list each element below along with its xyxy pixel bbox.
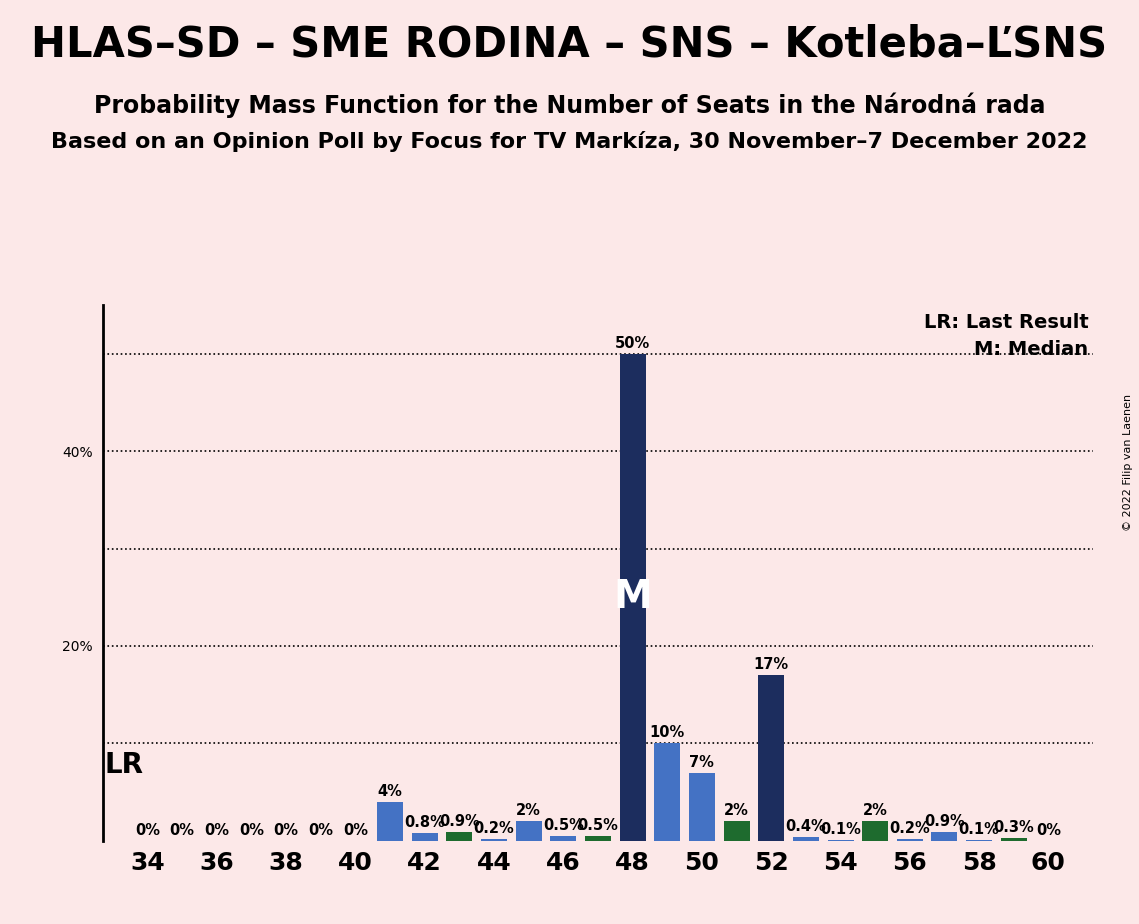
Bar xyxy=(862,821,888,841)
Text: 0.2%: 0.2% xyxy=(474,821,515,836)
Bar xyxy=(411,833,437,841)
Bar xyxy=(966,840,992,841)
Bar xyxy=(932,833,958,841)
Bar xyxy=(620,354,646,841)
Text: 0%: 0% xyxy=(239,823,264,838)
Text: 50%: 50% xyxy=(615,335,650,351)
Text: 0.9%: 0.9% xyxy=(924,814,965,829)
Text: 0%: 0% xyxy=(273,823,298,838)
Bar xyxy=(654,744,680,841)
Bar xyxy=(896,839,923,841)
Bar xyxy=(723,821,749,841)
Text: 0.1%: 0.1% xyxy=(959,822,1000,837)
Text: 17%: 17% xyxy=(754,657,789,673)
Bar xyxy=(828,840,853,841)
Text: 0.8%: 0.8% xyxy=(404,815,445,830)
Text: Based on an Opinion Poll by Focus for TV Markíza, 30 November–7 December 2022: Based on an Opinion Poll by Focus for TV… xyxy=(51,131,1088,152)
Text: 0.5%: 0.5% xyxy=(577,818,618,833)
Bar xyxy=(481,839,507,841)
Text: 0.3%: 0.3% xyxy=(993,820,1034,835)
Text: Probability Mass Function for the Number of Seats in the Národná rada: Probability Mass Function for the Number… xyxy=(93,92,1046,118)
Bar xyxy=(585,836,611,841)
Text: 0.4%: 0.4% xyxy=(786,819,826,834)
Text: 0%: 0% xyxy=(170,823,195,838)
Bar xyxy=(550,836,576,841)
Text: 2%: 2% xyxy=(724,804,749,819)
Text: 0%: 0% xyxy=(1035,823,1060,838)
Bar xyxy=(446,833,473,841)
Text: 0.5%: 0.5% xyxy=(543,818,584,833)
Text: 0.9%: 0.9% xyxy=(439,814,480,829)
Text: 0.1%: 0.1% xyxy=(820,822,861,837)
Bar xyxy=(516,821,542,841)
Text: 2%: 2% xyxy=(516,804,541,819)
Text: 0.2%: 0.2% xyxy=(890,821,931,836)
Text: 7%: 7% xyxy=(689,755,714,770)
Text: 2%: 2% xyxy=(862,804,887,819)
Text: 10%: 10% xyxy=(649,725,685,740)
Text: HLAS–SD – SME RODINA – SNS – Kotleba–ĽSNS: HLAS–SD – SME RODINA – SNS – Kotleba–ĽSN… xyxy=(32,23,1107,65)
Text: 0%: 0% xyxy=(309,823,334,838)
Text: © 2022 Filip van Laenen: © 2022 Filip van Laenen xyxy=(1123,394,1133,530)
Text: LR: Last Result: LR: Last Result xyxy=(924,313,1089,332)
Text: 0%: 0% xyxy=(136,823,161,838)
Bar xyxy=(1001,838,1026,841)
Bar xyxy=(759,675,785,841)
Bar xyxy=(689,772,715,841)
Text: 0%: 0% xyxy=(204,823,229,838)
Text: M: M xyxy=(613,578,652,616)
Text: 4%: 4% xyxy=(378,784,402,799)
Bar xyxy=(793,837,819,841)
Text: LR: LR xyxy=(105,751,144,779)
Bar xyxy=(377,802,403,841)
Text: 0%: 0% xyxy=(343,823,368,838)
Text: M: Median: M: Median xyxy=(974,340,1089,359)
